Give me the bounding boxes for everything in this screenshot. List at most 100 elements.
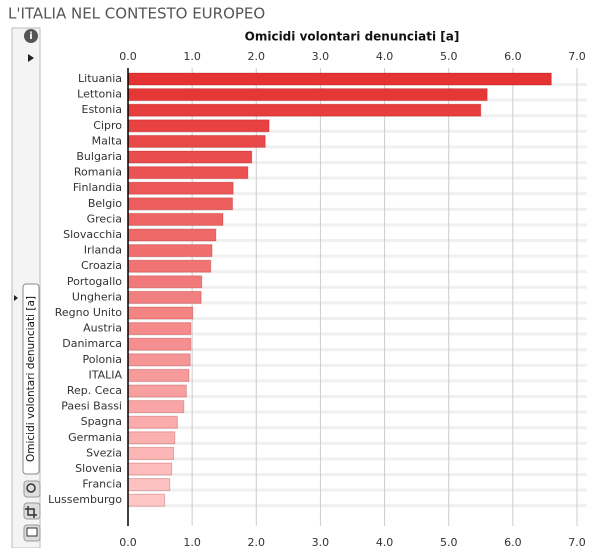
bar: [127, 493, 166, 507]
bar: [127, 290, 202, 304]
bar: [127, 353, 191, 367]
y-tick-label: Romania: [74, 166, 122, 179]
y-tick-label: Slovacchia: [63, 228, 122, 241]
bar: [127, 228, 217, 242]
side-label: Omicidi volontari denunciati [a]: [25, 296, 37, 462]
x-tick-label: 5.0: [440, 536, 458, 548]
bar: [127, 134, 266, 148]
row-stripe: [128, 145, 587, 149]
bar: [127, 259, 212, 273]
row-stripe: [128, 332, 587, 336]
y-tick-label: Belgio: [88, 197, 122, 210]
x-tick-label: 3.0: [312, 50, 330, 63]
y-tick-label: Regno Unito: [55, 306, 122, 319]
bar: [127, 400, 185, 414]
row-stripe: [128, 301, 587, 305]
page-title: L'ITALIA NEL CONTESTO EUROPEO: [8, 5, 265, 23]
x-tick-label: 7.0: [568, 50, 586, 63]
info-button[interactable]: [24, 29, 38, 43]
x-tick-label: 2.0: [248, 536, 266, 548]
y-tick-label: Lussemburgo: [48, 493, 122, 506]
y-tick-label: Lituania: [78, 72, 122, 85]
x-tick-label: 0.0: [119, 536, 137, 548]
bar: [127, 462, 173, 476]
crop-button[interactable]: [23, 502, 41, 520]
y-tick-label: Danimarca: [62, 337, 122, 350]
svg-text:i: i: [29, 31, 32, 42]
y-tick-label: Germania: [68, 431, 122, 444]
y-tick-label: Rep. Ceca: [67, 384, 122, 397]
row-stripe: [128, 441, 587, 445]
row-stripe: [128, 270, 587, 274]
row-stripe: [128, 192, 587, 196]
x-tick-label: 6.0: [504, 536, 522, 548]
row-stripe: [128, 207, 587, 211]
expand-button[interactable]: [28, 54, 34, 62]
bar: [127, 275, 203, 289]
bar: [127, 181, 234, 195]
bar: [127, 478, 171, 492]
bar: [127, 166, 249, 180]
row-stripe: [128, 254, 587, 258]
bar: [127, 119, 270, 133]
x-tick-label: 5.0: [440, 50, 458, 63]
row-stripe: [128, 410, 587, 414]
x-tick-label: 4.0: [376, 536, 394, 548]
row-stripe: [128, 129, 587, 133]
y-tick-label: Svezia: [86, 446, 122, 459]
row-stripe: [128, 473, 587, 476]
bar: [127, 306, 194, 320]
y-tick-label: Portogallo: [67, 275, 122, 288]
row-stripe: [128, 363, 587, 367]
bar: [127, 72, 552, 86]
bar: [127, 431, 176, 445]
row-stripe: [128, 348, 587, 352]
bar: [127, 103, 482, 117]
bar: [127, 322, 192, 336]
sidebar: i Omicidi volontari denunciati [a]: [11, 27, 41, 548]
x-tick-label: 3.0: [312, 536, 330, 548]
row-stripe: [128, 239, 587, 242]
bar: [127, 212, 224, 226]
bar: [127, 368, 190, 382]
row-stripe: [128, 161, 587, 164]
bar: [127, 384, 187, 398]
y-tick-label: Croazia: [81, 259, 122, 272]
y-tick-label: Ungheria: [72, 290, 122, 303]
y-tick-label: Estonia: [82, 103, 123, 116]
y-tick-label: Finlandia: [73, 181, 122, 194]
x-tick-label: 1.0: [183, 50, 201, 63]
y-tick-label: Slovenia: [75, 462, 122, 475]
bar: [127, 337, 192, 351]
row-stripe: [128, 317, 587, 320]
y-tick-label: Lettonia: [77, 88, 122, 101]
bar: [127, 446, 175, 460]
bar: [127, 197, 234, 211]
row-stripe: [128, 457, 587, 461]
y-tick-label: Austria: [83, 322, 122, 335]
row-stripe: [128, 223, 587, 227]
x-tick-label: 1.0: [183, 536, 201, 548]
x-tick-label: 7.0: [568, 536, 586, 548]
row-stripe: [128, 176, 587, 180]
row-stripe: [128, 379, 587, 383]
y-tick-label: Cipro: [93, 119, 122, 132]
bar: [127, 244, 213, 258]
row-stripe: [128, 285, 587, 289]
bar: [127, 150, 253, 164]
row-stripe: [128, 504, 587, 508]
y-tick-label: Grecia: [87, 212, 122, 225]
y-tick-label: Bulgaria: [76, 150, 122, 163]
y-tick-label: ITALIA: [88, 368, 122, 381]
y-tick-label: Francia: [82, 478, 122, 491]
row-stripe: [128, 395, 587, 398]
bar: [127, 88, 488, 102]
row-stripe: [128, 426, 587, 430]
row-stripe: [128, 488, 587, 492]
x-tick-label: 0.0: [119, 50, 137, 63]
y-tick-label: Malta: [92, 134, 122, 147]
bar: [127, 415, 178, 429]
side-tab[interactable]: [22, 283, 40, 475]
chart-title: Omicidi volontari denunciati [a]: [245, 30, 460, 44]
